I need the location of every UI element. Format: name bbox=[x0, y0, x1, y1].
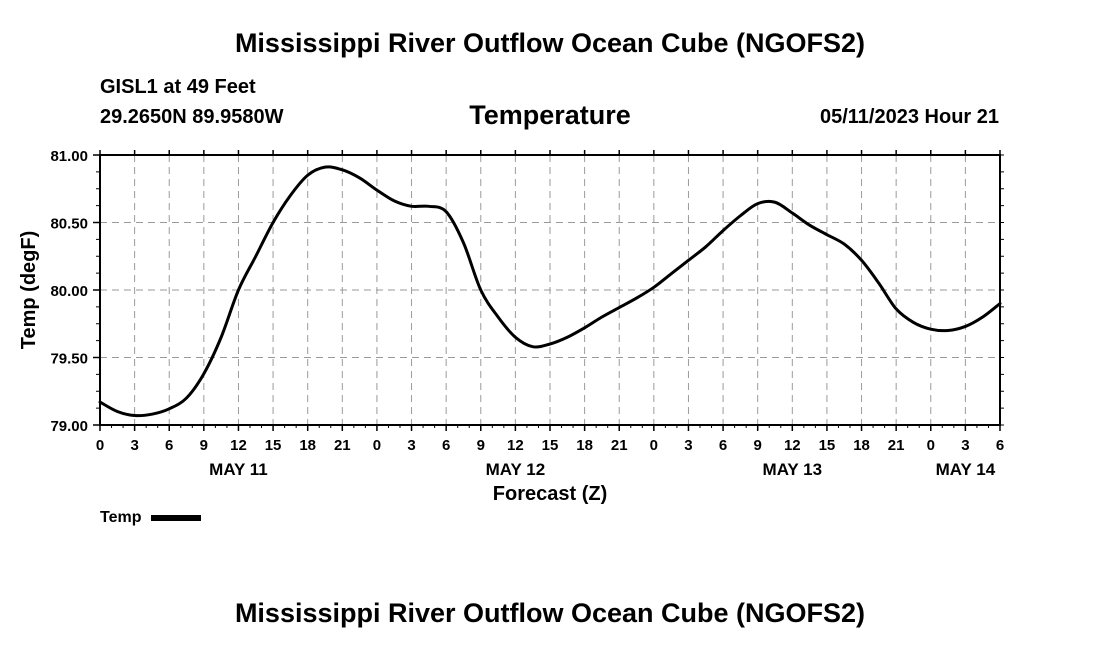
chart-main-title: Mississippi River Outflow Ocean Cube (NG… bbox=[234, 28, 866, 58]
grid-lines bbox=[100, 154, 1000, 426]
x-tick-label: 0 bbox=[927, 437, 935, 454]
x-tick-label: 15 bbox=[265, 437, 282, 454]
date-labels: MAY 11 MAY 12 MAY 13 MAY 14 bbox=[209, 460, 996, 479]
y-axis-label: Temp (degF) bbox=[18, 231, 40, 350]
forecast-datetime: 05/11/2023 Hour 21 bbox=[819, 106, 999, 128]
chart-subtitle: Temperature bbox=[469, 100, 631, 130]
x-tick-label: 12 bbox=[507, 437, 524, 454]
station-coordinates: 29.2650N 89.9580W bbox=[100, 106, 284, 128]
date-label: MAY 14 bbox=[936, 460, 996, 479]
x-tick-labels: 0 3 6 9 12 15 18 21 0 3 6 9 12 15 18 21 0 3 6 9 12 15 18 21 0 3 6 bbox=[96, 437, 1004, 454]
x-tick-label: 21 bbox=[611, 437, 628, 454]
x-tick-label: 12 bbox=[784, 437, 801, 454]
x-tick-label: 9 bbox=[754, 437, 762, 454]
y-tick-label: 81.00 bbox=[50, 148, 88, 165]
date-label: MAY 11 bbox=[209, 460, 268, 479]
x-tick-label: 21 bbox=[334, 437, 351, 454]
y-tick-label: 79.00 bbox=[50, 418, 88, 435]
station-name: GISL1 at 49 Feet bbox=[100, 76, 256, 98]
plot-frame bbox=[99, 154, 1001, 426]
legend-label: Temp bbox=[100, 509, 142, 526]
x-tick-label: 18 bbox=[576, 437, 593, 454]
legend-swatch bbox=[151, 515, 202, 521]
x-tick-label: 15 bbox=[819, 437, 836, 454]
x-tick-label: 0 bbox=[96, 437, 104, 454]
date-label: MAY 12 bbox=[486, 460, 546, 479]
x-tick-label: 0 bbox=[373, 437, 381, 454]
x-tick-label: 15 bbox=[542, 437, 559, 454]
x-tick-label: 18 bbox=[299, 437, 316, 454]
x-tick-label: 6 bbox=[165, 437, 173, 454]
x-tick-label: 3 bbox=[407, 437, 415, 454]
series-line-temp bbox=[98, 165, 1002, 418]
x-tick-label: 18 bbox=[853, 437, 870, 454]
x-tick-label: 0 bbox=[650, 437, 658, 454]
x-axis-label: Forecast (Z) bbox=[493, 483, 607, 505]
y-tick-label: 80.00 bbox=[50, 283, 88, 300]
legend: Temp bbox=[100, 509, 202, 527]
series-layer bbox=[98, 165, 1002, 418]
y-tick-labels: 79.00 79.50 80.00 80.50 81.00 bbox=[50, 148, 88, 435]
x-tick-label: 3 bbox=[684, 437, 692, 454]
date-label: MAY 13 bbox=[763, 460, 823, 479]
x-tick-label: 12 bbox=[230, 437, 247, 454]
x-tick-label: 6 bbox=[996, 437, 1004, 454]
x-tick-label: 3 bbox=[961, 437, 969, 454]
x-tick-label: 6 bbox=[442, 437, 450, 454]
bottom-title: Mississippi River Outflow Ocean Cube (NG… bbox=[234, 598, 866, 628]
x-tick-label: 9 bbox=[477, 437, 485, 454]
y-tick-label: 80.50 bbox=[50, 216, 88, 233]
x-tick-label: 9 bbox=[200, 437, 208, 454]
x-tick-label: 21 bbox=[888, 437, 905, 454]
x-tick-label: 3 bbox=[130, 437, 138, 454]
x-tick-label: 6 bbox=[719, 437, 727, 454]
y-tick-label: 79.50 bbox=[50, 351, 88, 368]
